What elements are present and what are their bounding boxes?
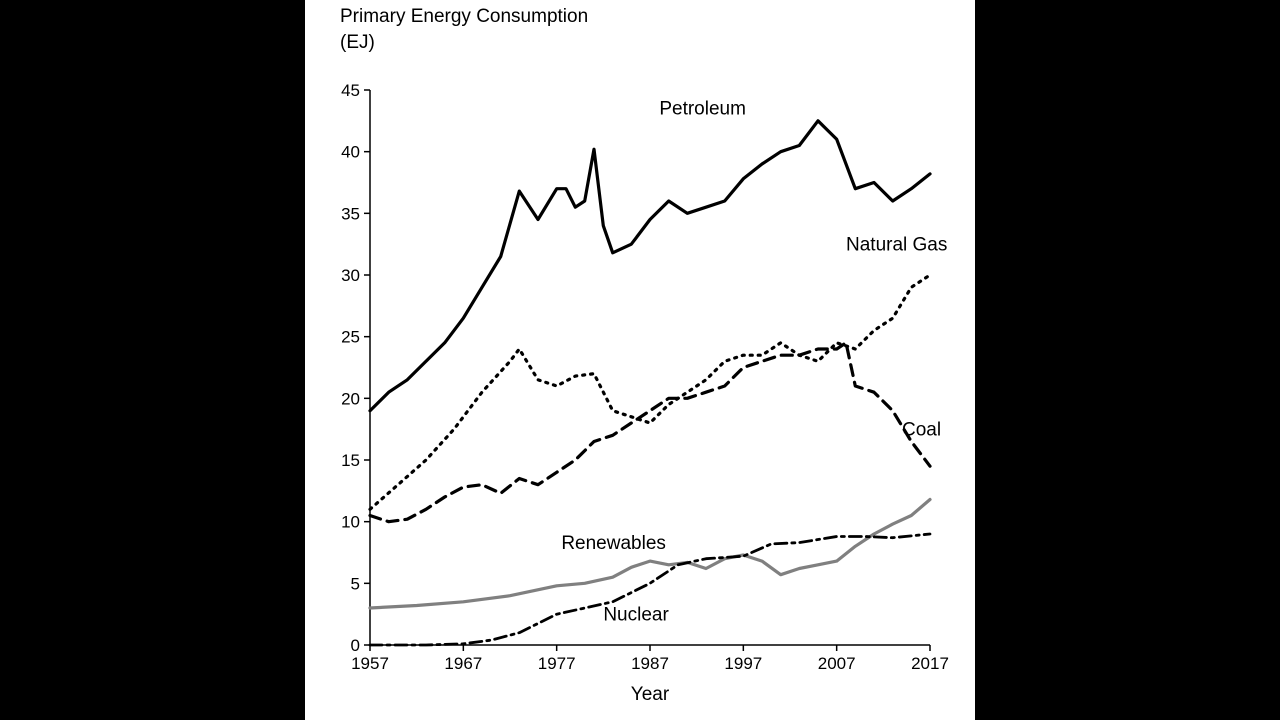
chart-title-line1: Primary Energy Consumption [340, 6, 588, 27]
series-petroleum [370, 121, 930, 411]
x-tick-label: 2007 [818, 654, 856, 673]
x-tick-label: 2017 [911, 654, 949, 673]
chart-title-line2: (EJ) [340, 32, 375, 53]
x-tick-label: 1987 [631, 654, 669, 673]
chart-panel: Primary Energy Consumption (EJ) 0 5 10 15 20 25… [305, 0, 975, 720]
series-label-coal: Coal [902, 419, 941, 440]
y-tick-label: 10 [341, 513, 360, 532]
x-axis-label: Year [631, 684, 670, 705]
y-tick-label: 20 [341, 389, 360, 408]
series-label-renewables: Renewables [561, 533, 666, 554]
series-label-nuclear: Nuclear [603, 604, 669, 625]
y-tick-label: 30 [341, 266, 360, 285]
y-tick-label: 25 [341, 328, 360, 347]
y-tick-label: 5 [351, 574, 360, 593]
y-tick-label: 40 [341, 143, 360, 162]
y-tick-label: 15 [341, 451, 360, 470]
y-tick-label: 35 [341, 204, 360, 223]
series-label-natural_gas: Natural Gas [846, 234, 947, 255]
x-tick-label: 1997 [724, 654, 762, 673]
x-tick-label: 1977 [538, 654, 576, 673]
x-tick-label: 1967 [444, 654, 482, 673]
series-label-petroleum: Petroleum [659, 99, 746, 120]
x-tick-label: 1957 [351, 654, 389, 673]
series-natural_gas [370, 275, 930, 509]
y-tick-label: 0 [351, 636, 360, 655]
energy-line-chart: Primary Energy Consumption (EJ) 0 5 10 15 20 25… [305, 0, 975, 720]
y-tick-label: 45 [341, 81, 360, 100]
series-coal [370, 343, 930, 522]
